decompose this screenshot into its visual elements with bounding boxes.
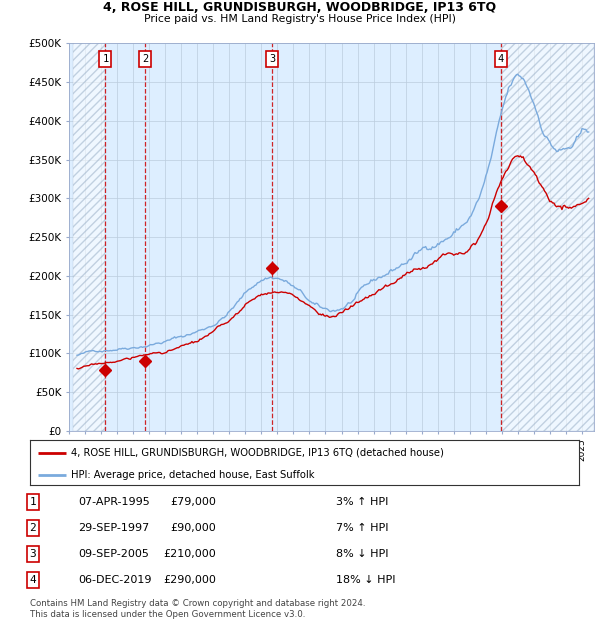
Text: 18% ↓ HPI: 18% ↓ HPI: [336, 575, 395, 585]
Text: 7% ↑ HPI: 7% ↑ HPI: [336, 523, 389, 533]
Text: 2: 2: [142, 54, 148, 64]
Text: £79,000: £79,000: [170, 497, 216, 507]
Text: 07-APR-1995: 07-APR-1995: [78, 497, 150, 507]
Text: 4, ROSE HILL, GRUNDISBURGH, WOODBRIDGE, IP13 6TQ: 4, ROSE HILL, GRUNDISBURGH, WOODBRIDGE, …: [103, 1, 497, 14]
Text: 2: 2: [29, 523, 37, 533]
Bar: [500, 43, 594, 431]
Text: 8% ↓ HPI: 8% ↓ HPI: [336, 549, 389, 559]
Text: Contains HM Land Registry data © Crown copyright and database right 2024.
This d: Contains HM Land Registry data © Crown c…: [30, 598, 365, 619]
Text: HPI: Average price, detached house, East Suffolk: HPI: Average price, detached house, East…: [71, 470, 314, 480]
Text: 1: 1: [102, 54, 109, 64]
Text: 4, ROSE HILL, GRUNDISBURGH, WOODBRIDGE, IP13 6TQ (detached house): 4, ROSE HILL, GRUNDISBURGH, WOODBRIDGE, …: [71, 448, 444, 458]
Text: 3% ↑ HPI: 3% ↑ HPI: [336, 497, 388, 507]
Text: 09-SEP-2005: 09-SEP-2005: [78, 549, 149, 559]
Text: 29-SEP-1997: 29-SEP-1997: [78, 523, 149, 533]
Text: 06-DEC-2019: 06-DEC-2019: [78, 575, 151, 585]
Text: 1: 1: [29, 497, 37, 507]
Text: Price paid vs. HM Land Registry's House Price Index (HPI): Price paid vs. HM Land Registry's House …: [144, 14, 456, 24]
Text: £90,000: £90,000: [170, 523, 216, 533]
Text: 3: 3: [269, 54, 275, 64]
Bar: [73, 43, 106, 431]
Text: 3: 3: [29, 549, 37, 559]
Text: £210,000: £210,000: [163, 549, 216, 559]
Text: £290,000: £290,000: [163, 575, 216, 585]
Text: 4: 4: [29, 575, 37, 585]
Text: 4: 4: [497, 54, 503, 64]
